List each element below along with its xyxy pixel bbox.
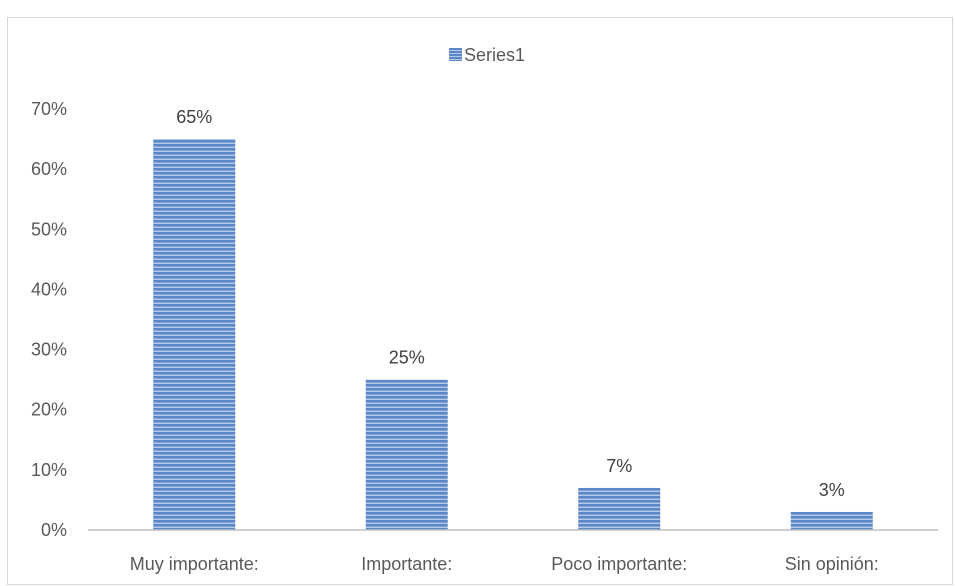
data-label: 7% (606, 456, 632, 476)
data-label: 3% (819, 480, 845, 500)
y-tick-label: 40% (31, 279, 67, 299)
x-tick-label: Importante: (361, 554, 452, 574)
legend-label-series1: Series1 (464, 45, 525, 65)
y-tick-label: 20% (31, 400, 67, 420)
bar (153, 139, 236, 531)
x-axis-ticks: Muy importante: Importante: Poco important… (130, 554, 879, 574)
legend: Series1 (449, 45, 525, 65)
x-tick-label: Sin opinión: (785, 554, 879, 574)
y-tick-label: 30% (31, 340, 67, 360)
y-tick-label: 0% (41, 520, 67, 540)
data-labels: 65% 25% 7% 3% (176, 107, 845, 500)
x-tick-label: Poco importante: (551, 554, 687, 574)
legend-swatch (449, 48, 462, 61)
y-tick-label: 50% (31, 219, 67, 239)
y-tick-label: 70% (31, 99, 67, 119)
bars (153, 139, 873, 531)
bar (365, 379, 448, 530)
y-tick-label: 60% (31, 159, 67, 179)
bar (578, 487, 661, 530)
bar (790, 511, 873, 530)
data-label: 25% (389, 348, 425, 368)
x-tick-label: Muy importante: (130, 554, 259, 574)
data-label: 65% (176, 107, 212, 127)
y-tick-label: 10% (31, 460, 67, 480)
y-axis-ticks: 0% 10% 20% 30% 40% 50% 60% 70% (31, 99, 67, 540)
